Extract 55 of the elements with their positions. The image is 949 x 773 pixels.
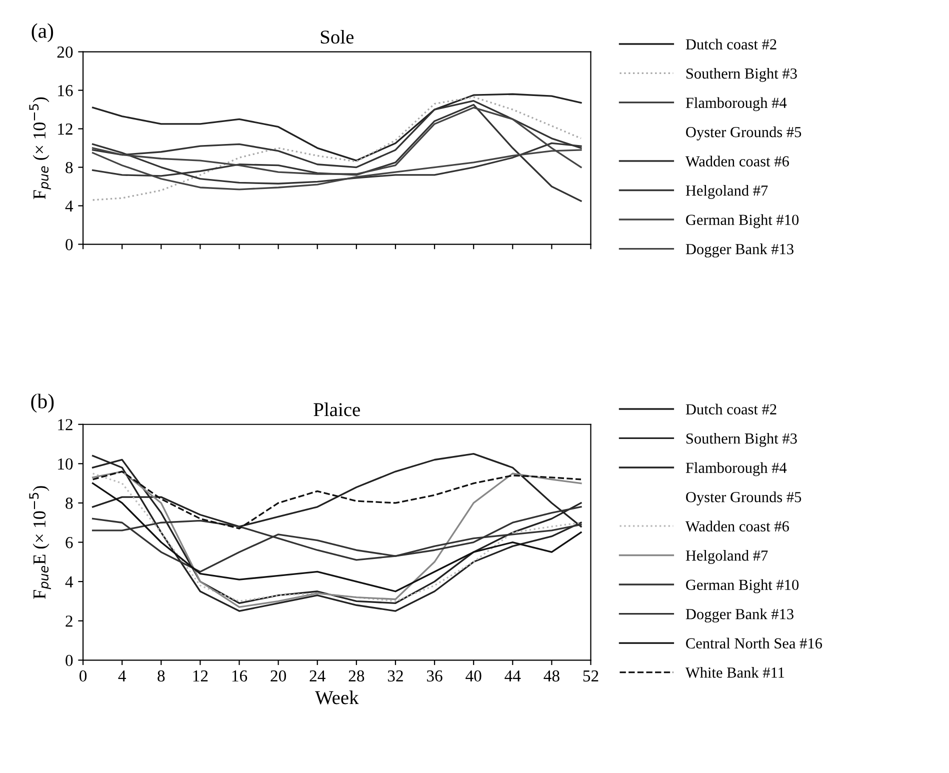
- legend-label: Dutch coast #2: [686, 38, 776, 50]
- legend-label: Flamborough #4: [686, 97, 787, 112]
- y-tick-label: 8: [66, 498, 73, 509]
- y-tick-label: 20: [57, 46, 73, 58]
- y-tick-label: 4: [65, 200, 74, 212]
- legend-label: Helgoland #7: [686, 550, 768, 564]
- y-tick-label: 0: [66, 238, 73, 250]
- x-tick-label: 44: [504, 670, 521, 682]
- legend-label: Southern Bight #3: [686, 68, 797, 82]
- legend-label: Southern Bight #3: [686, 432, 797, 447]
- legend-label: Dogger Bank #13: [686, 608, 794, 622]
- y-tick-label: 6: [66, 537, 73, 548]
- line-series: [92, 470, 582, 530]
- legend-label: Wadden coast #6: [685, 520, 789, 532]
- y-tick-label: 10: [58, 458, 73, 470]
- y-tick-label: 16: [58, 85, 73, 96]
- x-tick-label: 36: [426, 670, 442, 682]
- y-tick-label: 0: [66, 654, 73, 666]
- legend-label: German Bight #10: [686, 214, 799, 228]
- y-tick-label: 8: [66, 162, 73, 174]
- legend-label: Central North Sea #16: [686, 638, 822, 649]
- y-tick-label: 4: [65, 576, 74, 588]
- y-tick-label: 12: [58, 124, 72, 135]
- x-tick-label: 4: [118, 670, 126, 682]
- chart-title: Sole: [320, 30, 354, 44]
- chart-title: Plaice: [314, 402, 360, 416]
- legend-label: Flamborough #4: [686, 462, 787, 476]
- legend-label: White Bank #11: [685, 667, 784, 678]
- y-tick-label: 12: [58, 419, 72, 430]
- x-axis-title: Week: [315, 690, 359, 704]
- y-axis-title: F$_{pue}$ (× 10$^{−5}$): [29, 97, 51, 200]
- x-tick-label: 24: [310, 670, 326, 682]
- x-tick-label: 48: [544, 670, 560, 682]
- x-tick-label: 32: [388, 670, 403, 682]
- text: (b): [31, 394, 54, 413]
- line-series: [92, 506, 582, 573]
- text: (a): [32, 23, 54, 42]
- line-series: [92, 93, 582, 162]
- x-tick-label: 28: [348, 670, 364, 682]
- text: Oyster Grounds #5: [686, 126, 802, 140]
- legend-label: Wadden coast #6: [685, 156, 789, 167]
- legend-label: Dutch coast #2: [686, 404, 776, 414]
- x-tick-label: 0: [80, 670, 87, 682]
- x-tick-label: 12: [193, 670, 208, 682]
- x-tick-label: 20: [270, 670, 286, 682]
- y-axis-title: F$_{pue}$E (× 10$^{−5}$): [29, 486, 51, 599]
- x-tick-label: 16: [232, 670, 248, 682]
- legend-label: Dogger Bank #13: [686, 244, 794, 258]
- y-tick-label: 2: [66, 616, 72, 627]
- legend-label: Helgoland #7: [686, 184, 768, 199]
- x-tick-label: 52: [583, 670, 598, 682]
- x-tick-label: 8: [158, 670, 165, 682]
- x-tick-label: 40: [466, 670, 482, 682]
- text: Oyster Grounds #5: [686, 491, 802, 506]
- legend-label: German Bight #10: [686, 579, 799, 594]
